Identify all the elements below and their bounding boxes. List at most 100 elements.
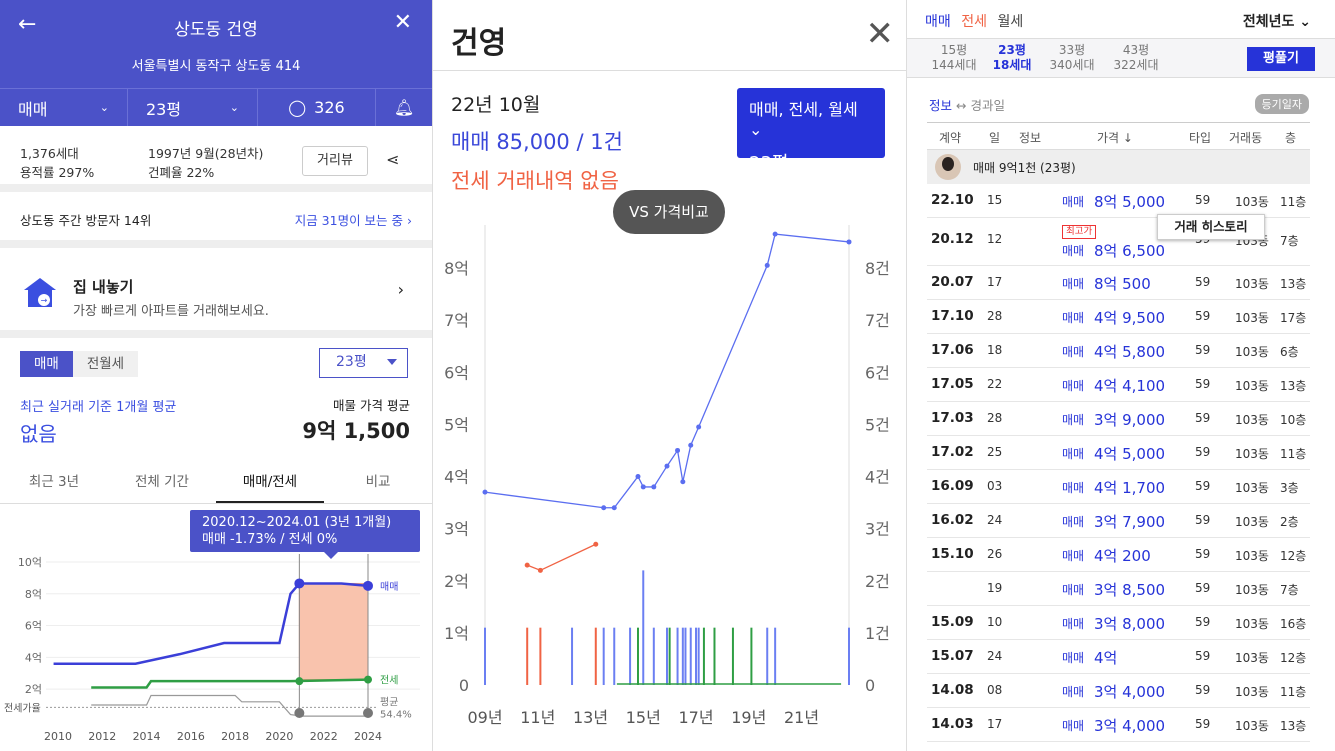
cell-day: 24 [987,649,1003,663]
cell-price: 3억 9,000 [1094,411,1166,429]
swap-icon: ↔ [956,98,967,113]
filter-box[interactable]: 매매, 전세, 월세 ⌄ 23평 | 전용 59㎡ [737,88,885,174]
tab-all[interactable]: 전체 기간 [135,474,189,490]
cell-price: 4억 5,800 [1094,343,1166,361]
cell-floor: 13층 [1280,277,1307,291]
table-row[interactable]: 14.03 17 매매 3억 4,000 59 103동 13층 [927,708,1310,742]
trade-chart[interactable]: 0 0 1억 1건 2억 2건 3억 3건 4억 4건 5억 5건 6억 6건 7억 7건 8억 8건 09년 11년… [433,215,906,745]
table-row[interactable]: 15.09 10 매매 3억 8,000 59 103동 16층 [927,606,1310,640]
info-toggle[interactable]: 정보 ↔ 경과일 [929,95,1005,114]
x-tick-label: 11년 [520,708,555,727]
table-row[interactable]: 15.10 26 매매 4억 200 59 103동 12층 [927,538,1310,572]
y-right-tick: 3건 [865,520,890,539]
y-right-tick: 4건 [865,468,890,487]
street-view-button[interactable]: 거리뷰 [302,146,368,176]
table-row[interactable]: 22.10 15 매매 8억 5,000 59 103동 11층 [927,184,1310,218]
size-households: 322세대 [1113,58,1159,72]
cell-type: 59 [1195,411,1211,425]
bell-button[interactable]: 🔔︎ [376,89,432,126]
col-price[interactable]: 가격 ↓ [1097,131,1133,145]
y-left-tick: 6억 [444,363,469,382]
agent-row[interactable]: 매매 9억1천 (23평) [927,150,1310,184]
size-households: 144세대 [931,58,977,72]
close-icon[interactable]: ✕ [393,10,412,35]
trend-point [611,505,617,511]
tab-sale-jeonse[interactable]: 매매/전세 [216,466,324,503]
x-tick-label: 09년 [467,708,502,727]
history-tooltip[interactable]: 거래 히스토리 [1157,214,1265,240]
cell-dong: 103동 [1235,719,1269,733]
size-23[interactable]: 23평 18세대 [987,43,1037,73]
trend-line-jeonse [526,543,597,572]
size-15[interactable]: 15평 144세대 [929,43,979,73]
close-icon[interactable]: ✕ [865,14,895,54]
cell-kind: 매매 [1062,685,1085,699]
table-row[interactable]: 17.10 28 매매 4억 9,500 59 103동 17층 [927,300,1310,334]
segment-sale[interactable]: 매매 [20,351,73,377]
pyeong-toggle-button[interactable]: 평풀기 [1247,47,1315,71]
table-row[interactable]: 17.03 28 매매 3억 9,000 59 103동 10층 [927,402,1310,436]
pyeong-select[interactable]: 23평 [319,348,408,378]
col-day: 일 [989,131,1001,145]
y-left-tick: 7억 [444,311,469,330]
table-row[interactable]: 17.02 25 매매 4억 5,000 59 103동 11층 [927,436,1310,470]
cell-day: 15 [987,193,1003,207]
cell-floor: 11층 [1280,685,1307,699]
vs-compare-button[interactable]: VS 가격비교 [613,190,725,234]
trend-point [846,239,852,245]
trend-point [764,262,770,268]
registry-date-button[interactable]: 등기일자 [1254,94,1309,114]
table-row[interactable]: 14.08 08 매매 3억 4,000 59 103동 11층 [927,674,1310,708]
table-row[interactable]: 20.07 17 매매 8억 500 59 103동 13층 [927,266,1310,300]
tab-recent-3y[interactable]: 최근 3년 [28,474,80,490]
jeonse-end-point [364,675,372,684]
table-row[interactable]: 17.06 18 매매 4억 5,800 59 103동 6층 [927,334,1310,368]
tab-compare[interactable]: 비교 [365,474,391,490]
cell-day: 17 [987,717,1003,731]
cell-price: 8억 6,500 [1094,242,1166,260]
size-43[interactable]: 43평 322세대 [1109,43,1163,73]
cell-floor: 13층 [1280,379,1307,393]
cell-type: 59 [1195,717,1211,731]
comments-button[interactable]: ◯ 326 [258,89,376,126]
series-line-sale [53,582,369,665]
table-row[interactable]: 17.05 22 매매 4억 4,100 59 103동 13층 [927,368,1310,402]
y-right-tick: 6건 [865,363,890,382]
watching-link[interactable]: 지금 31명이 보는 중 › [294,213,412,228]
cell-floor: 12층 [1280,651,1307,665]
x-tick-label: 2018 [221,730,249,743]
trend-point [640,484,646,490]
table-row[interactable]: 15.07 24 매매 4억 59 103동 12층 [927,640,1310,674]
cell-day: 08 [987,683,1003,697]
households: 1,376세대 [20,146,79,161]
cell-kind: 매매 [1062,651,1085,665]
tab-sale[interactable]: 매매 [925,14,951,30]
ask-label: 매물 가격 평균 [333,398,410,413]
tab-monthly[interactable]: 월세 [997,14,1024,30]
x-tick-label: 2024 [354,730,382,743]
table-row[interactable]: 16.09 03 매매 4억 1,700 59 103동 3층 [927,470,1310,504]
share-icon[interactable]: ⋖ [386,150,400,169]
segment-rent[interactable]: 전월세 [72,351,139,377]
avg-label: 평균 [380,696,398,708]
table-row[interactable]: 16.02 24 매매 3억 7,900 59 103동 2층 [927,504,1310,538]
svg-text:→: → [41,296,48,305]
cell-date: 17.06 [931,342,974,358]
y-tick-label: 2억 [25,683,42,696]
y-left-tick: 8억 [444,259,469,278]
trade-type-dropdown[interactable]: 매매 ⌄ [0,89,128,126]
tab-jeonse[interactable]: 전세 [961,14,987,30]
trade-rows: 22.10 15 매매 8억 5,000 59 103동 11층 20.12 12 매매 8억 6,… [927,184,1310,742]
series-label-sale: 매매 [380,581,398,593]
sell-banner[interactable]: → 집 내놓기 가장 빠르게 아파트를 거래해보세요. › [0,248,432,338]
table-row[interactable]: 19 매매 3억 8,500 59 103동 7층 [927,572,1310,606]
year-select[interactable]: 전체년도 ⌄ [1242,14,1311,30]
cell-type: 59 [1195,615,1211,629]
back-arrow-icon[interactable]: ← [18,12,37,37]
x-tick-label: 19년 [731,708,766,727]
size-33[interactable]: 33평 340세대 [1045,43,1099,73]
size-dropdown[interactable]: 23평 ⌄ [128,89,258,126]
series-label-jeonse: 전세 [380,675,398,687]
